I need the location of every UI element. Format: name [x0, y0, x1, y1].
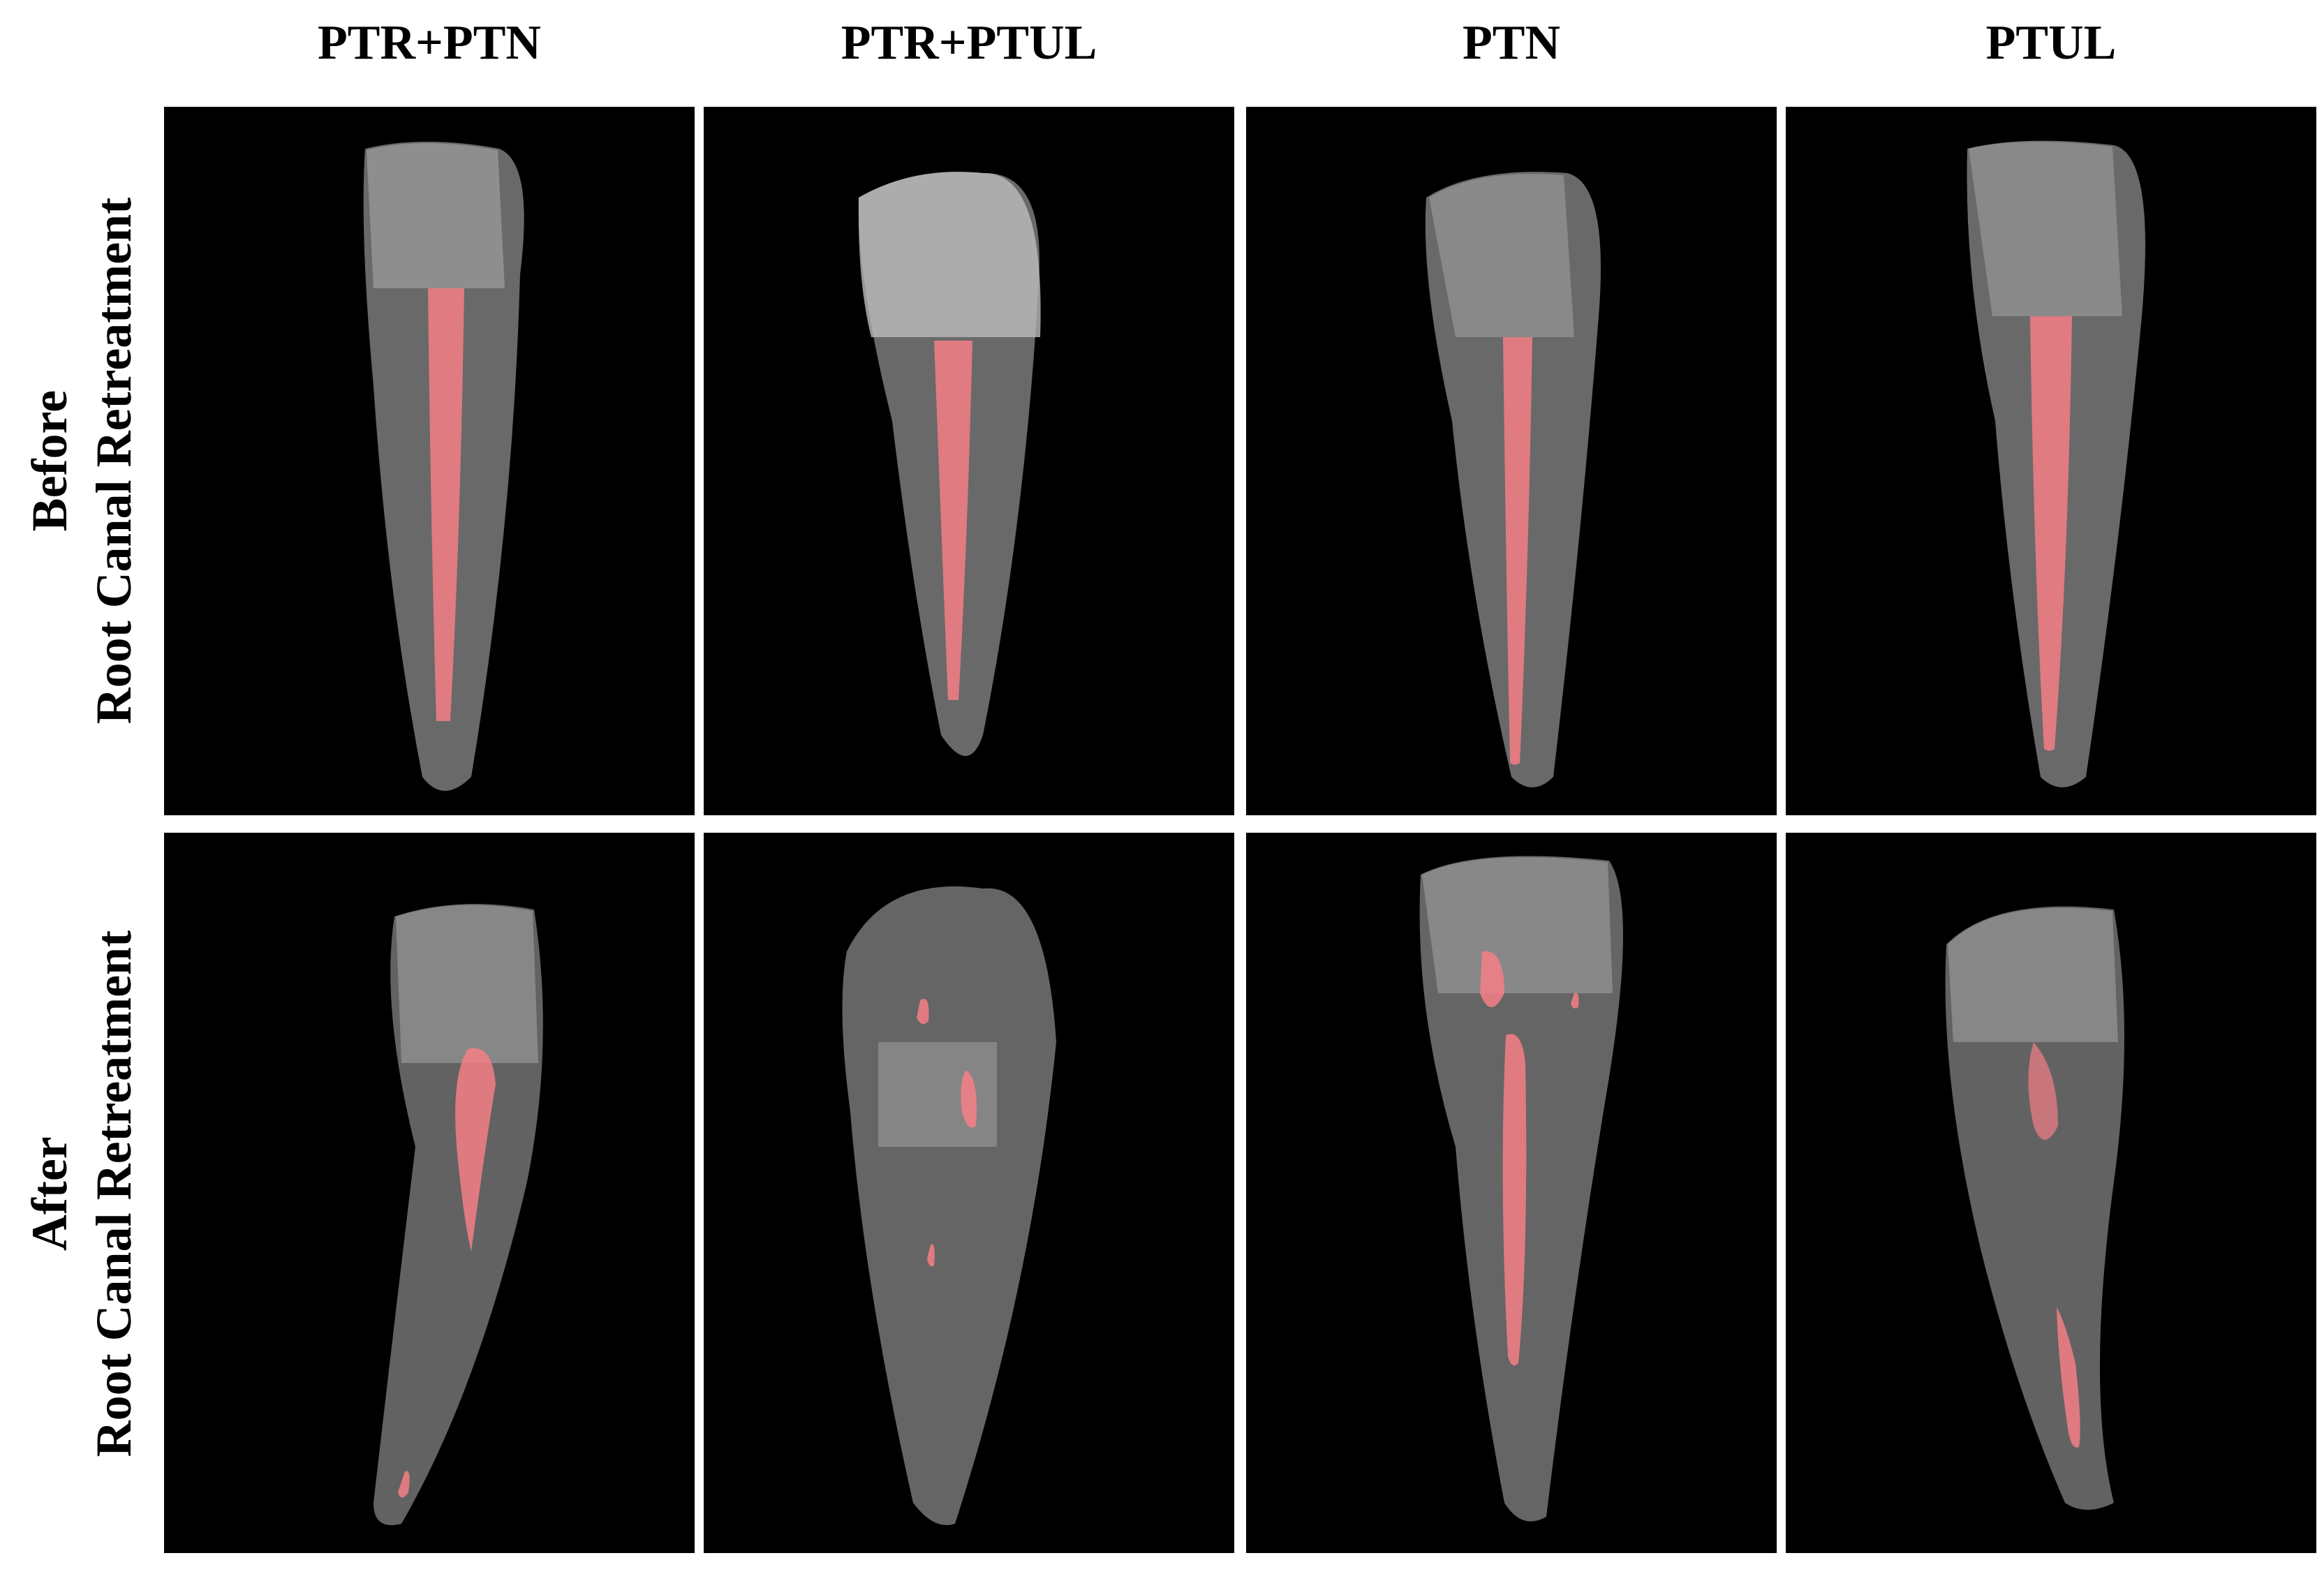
tooth-render-image	[842, 886, 1056, 1525]
column-header-ptr-ptul: PTR+PTUL	[841, 16, 1097, 70]
filling-shape	[917, 999, 929, 1024]
tooth-render-image	[1945, 906, 2124, 1510]
crown-shape	[858, 172, 1041, 337]
panel-after-ptul	[1786, 833, 2316, 1553]
row-label-before-line1: Before	[21, 389, 77, 532]
tooth-shape	[842, 886, 1056, 1525]
panel-after-ptn	[1246, 833, 1777, 1553]
row-label-before: Before Root Canal Retreatment	[8, 105, 155, 817]
tooth-render-image	[373, 904, 543, 1525]
filling-shape	[927, 1244, 935, 1267]
panel-before-ptul	[1786, 107, 2316, 815]
filling-shape	[1503, 337, 1532, 765]
row-label-after: After Root Canal Retreatment	[8, 831, 155, 1557]
crown-shape	[1969, 142, 2122, 316]
crown-shape	[396, 905, 538, 1063]
column-header-ptul: PTUL	[1985, 16, 2117, 70]
tooth-render-image	[1425, 172, 1601, 787]
filling-shape	[455, 1048, 496, 1252]
tooth-render-image	[1419, 856, 1623, 1522]
filling-shape	[934, 341, 972, 700]
crown-shape	[1429, 174, 1574, 337]
panel-before-ptn	[1246, 107, 1777, 815]
filling-shape	[2057, 1307, 2080, 1448]
row-label-after-line1: After	[21, 1136, 77, 1251]
tooth-shape	[1945, 906, 2124, 1510]
panel-after-ptr-ptn	[164, 833, 695, 1553]
column-header-ptr-ptn: PTR+PTN	[318, 16, 541, 70]
crown-shape	[367, 143, 505, 288]
filling-shape	[961, 1070, 977, 1128]
tooth-render-image	[1967, 140, 2145, 788]
tooth-render-image	[363, 142, 524, 791]
row-label-before-line2: Root Canal Retreatment	[86, 197, 142, 725]
crown-shape	[1948, 907, 2118, 1042]
filling-shape	[398, 1471, 410, 1498]
panel-before-ptr-ptul	[704, 107, 1234, 815]
tooth-render-image	[858, 172, 1041, 756]
filling-shape	[1480, 951, 1504, 1007]
filling-shape	[2030, 316, 2072, 751]
crown-shape	[878, 1042, 997, 1147]
filling-shape	[2028, 1042, 2058, 1140]
filling-shape	[428, 288, 464, 721]
panel-before-ptr-ptn	[164, 107, 695, 815]
filling-shape	[1571, 993, 1579, 1009]
column-header-ptn: PTN	[1463, 16, 1560, 70]
filling-shape	[1502, 1034, 1527, 1366]
crown-shape	[1422, 857, 1613, 993]
panel-after-ptr-ptul	[704, 833, 1234, 1553]
row-label-after-line2: Root Canal Retreatment	[86, 930, 142, 1457]
